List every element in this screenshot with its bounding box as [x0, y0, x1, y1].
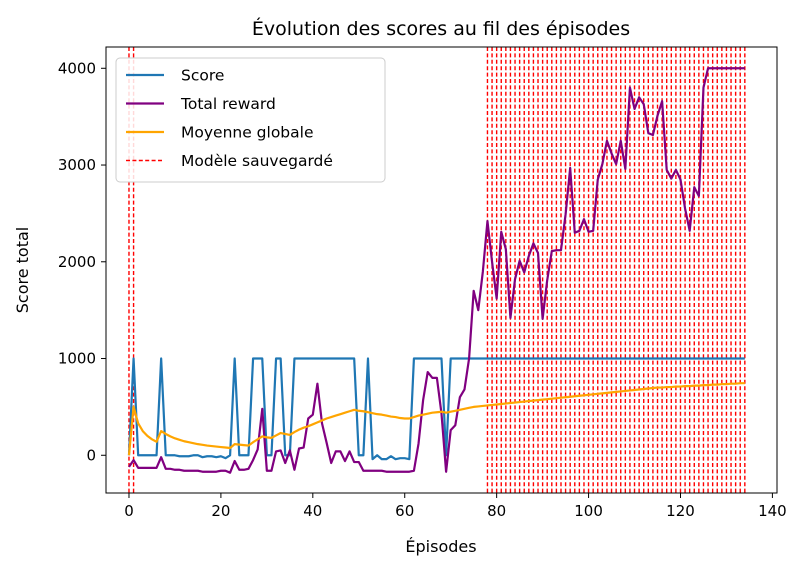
series-line-total-reward	[128, 67, 745, 474]
x-tick-label: 60	[395, 502, 414, 520]
legend-label: Modèle sauvegardé	[181, 152, 333, 170]
legend-label: Total reward	[180, 95, 276, 113]
series-line-moyenne-globale	[127, 382, 745, 456]
y-tick-label: 1000	[58, 350, 96, 368]
x-tick-label: 20	[211, 502, 230, 520]
legend: Score Total reward Moyenne globale Modèle s…	[115, 57, 386, 183]
x-tick-label: 140	[758, 502, 787, 520]
plot-frame	[105, 46, 778, 494]
legend-label: Moyenne globale	[181, 124, 313, 142]
legend-label: Score	[181, 67, 224, 85]
y-tick-label: 0	[86, 446, 96, 464]
x-tick-label: 100	[574, 502, 603, 520]
x-tick-label: 80	[487, 502, 506, 520]
y-tick-label: 2000	[58, 253, 96, 271]
y-tick-label: 3000	[58, 156, 96, 174]
x-tick-label: 0	[124, 502, 134, 520]
series-line-score	[127, 357, 745, 461]
x-tick-label: 120	[666, 502, 695, 520]
y-tick-label: 4000	[58, 59, 96, 77]
legend-box	[115, 57, 386, 183]
chart-title: Évolution des scores au fil des épisodes	[252, 17, 630, 40]
y-axis-label: Score total	[13, 227, 32, 313]
x-tick-label: 40	[303, 502, 322, 520]
x-axis-label: Épisodes	[405, 537, 476, 556]
plot-area: 0 20 40 60 80 100 120 140 0 1000 2000 3000 4000	[58, 46, 787, 520]
